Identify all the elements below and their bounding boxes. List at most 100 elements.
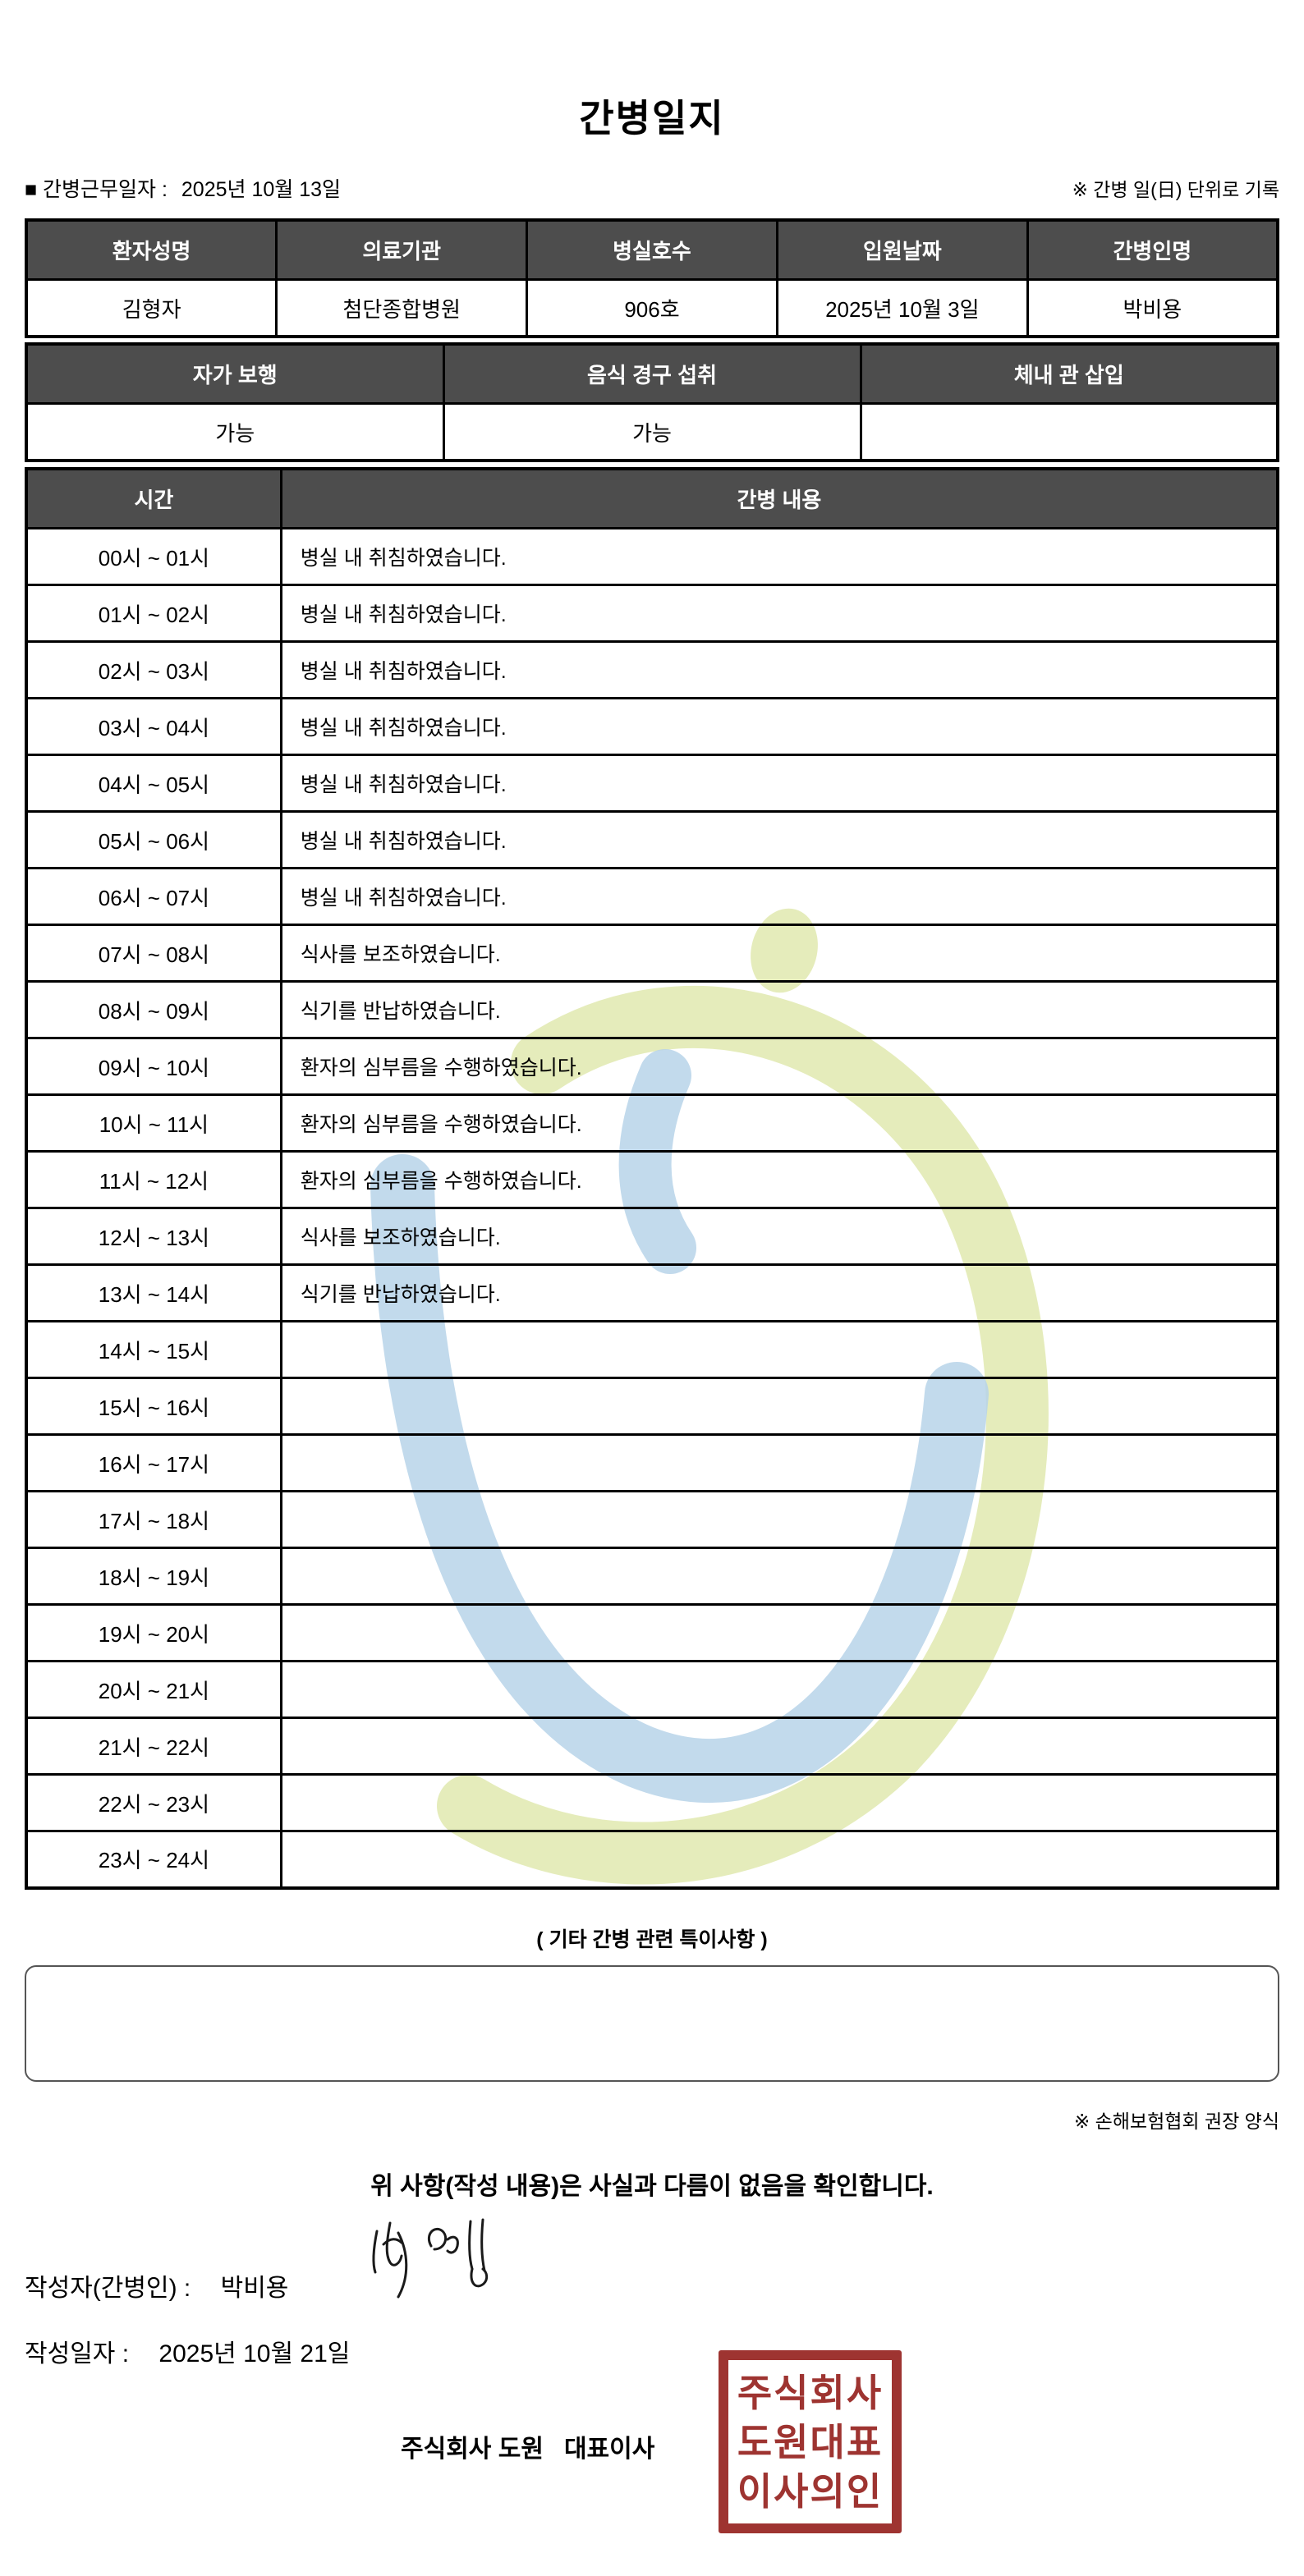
care-log-row: 11시 ~ 12시 환자의 심부름을 수행하였습니다. bbox=[25, 1150, 1279, 1209]
care-log-header-row: 시간 간병 내용 bbox=[25, 467, 1279, 529]
info-value-row: 김형자 첨단종합병원 906호 2025년 10월 3일 박비용 bbox=[25, 278, 1279, 338]
care-content-cell: 병실 내 취침하였습니다. bbox=[279, 640, 1279, 699]
care-log-row: 13시 ~ 14시 식기를 반납하였습니다. bbox=[25, 1263, 1279, 1322]
care-content-cell bbox=[279, 1377, 1279, 1436]
care-content-cell: 식기를 반납하였습니다. bbox=[279, 1263, 1279, 1322]
care-content-cell bbox=[279, 1433, 1279, 1492]
info-header-cell: 의료기관 bbox=[275, 218, 529, 281]
care-log-row: 20시 ~ 21시 bbox=[25, 1660, 1279, 1719]
status-header-row: 자가 보행 음식 경구 섭취 체내 관 삽입 bbox=[25, 342, 1279, 405]
info-header-cell: 환자성명 bbox=[25, 218, 278, 281]
care-content-cell: 환자의 심부름을 수행하였습니다. bbox=[279, 1150, 1279, 1209]
care-time-cell: 03시 ~ 04시 bbox=[25, 697, 282, 756]
care-log-row: 12시 ~ 13시 식사를 보조하였습니다. bbox=[25, 1207, 1279, 1266]
care-log-row: 07시 ~ 08시 식사를 보조하였습니다. bbox=[25, 924, 1279, 983]
care-time-cell: 18시 ~ 19시 bbox=[25, 1547, 282, 1606]
care-log-row: 05시 ~ 06시 병실 내 취침하였습니다. bbox=[25, 810, 1279, 869]
care-log-row: 02시 ~ 03시 병실 내 취침하였습니다. bbox=[25, 640, 1279, 699]
care-log-row: 21시 ~ 22시 bbox=[25, 1717, 1279, 1776]
writer-line: 작성자(간병인) : 박비용 bbox=[25, 2272, 1279, 2305]
care-time-cell: 01시 ~ 02시 bbox=[25, 584, 282, 643]
care-log-row: 22시 ~ 23시 bbox=[25, 1773, 1279, 1832]
care-log-row: 01시 ~ 02시 병실 내 취침하였습니다. bbox=[25, 584, 1279, 643]
patient-info-table: 환자성명 의료기관 병실호수 입원날짜 간병인명 김형자 첨단종합병원 906호… bbox=[25, 218, 1279, 338]
care-time-cell: 21시 ~ 22시 bbox=[25, 1717, 282, 1776]
care-log-table: 시간 간병 내용 00시 ~ 01시 병실 내 취침하였습니다. 01시 ~ 0… bbox=[25, 467, 1279, 1890]
care-log-row: 15시 ~ 16시 bbox=[25, 1377, 1279, 1436]
status-header-cell: 자가 보행 bbox=[25, 342, 445, 405]
care-log-row: 17시 ~ 18시 bbox=[25, 1490, 1279, 1549]
info-header-row: 환자성명 의료기관 병실호수 입원날짜 간병인명 bbox=[25, 218, 1279, 281]
care-time-cell: 20시 ~ 21시 bbox=[25, 1660, 282, 1719]
care-content-cell bbox=[279, 1773, 1279, 1832]
care-content-cell: 병실 내 취침하였습니다. bbox=[279, 754, 1279, 813]
care-time-cell: 12시 ~ 13시 bbox=[25, 1207, 282, 1266]
care-content-cell bbox=[279, 1660, 1279, 1719]
care-time-cell: 02시 ~ 03시 bbox=[25, 640, 282, 699]
care-time-cell: 19시 ~ 20시 bbox=[25, 1603, 282, 1662]
care-time-cell: 06시 ~ 07시 bbox=[25, 867, 282, 926]
care-time-cell: 22시 ~ 23시 bbox=[25, 1773, 282, 1832]
care-time-cell: 17시 ~ 18시 bbox=[25, 1490, 282, 1549]
form-note: ※ 손해보험협회 권장 양식 bbox=[1073, 2110, 1279, 2132]
stamp-line: 이사의인 bbox=[737, 2469, 884, 2513]
care-time-cell: 11시 ~ 12시 bbox=[25, 1150, 282, 1209]
care-content-cell: 식기를 반납하였습니다. bbox=[279, 980, 1279, 1039]
writer-signature bbox=[372, 2218, 489, 2299]
hospital-cell: 첨단종합병원 bbox=[275, 278, 529, 338]
care-log-row: 16시 ~ 17시 bbox=[25, 1433, 1279, 1492]
write-date-label: 작성일자 : bbox=[25, 2340, 130, 2367]
care-content-cell: 병실 내 취침하였습니다. bbox=[279, 584, 1279, 643]
care-content-cell bbox=[279, 1717, 1279, 1776]
patient-name-cell: 김형자 bbox=[25, 278, 278, 338]
care-content-cell: 환자의 심부름을 수행하였습니다. bbox=[279, 1093, 1279, 1153]
notes-box bbox=[25, 1964, 1279, 2082]
work-date-line: ■ 간병근무일자 : 2025년 10월 13일 bbox=[25, 177, 349, 202]
corporate-seal-stamp: 주식회사 도원대표 이사의인 bbox=[719, 2350, 902, 2533]
work-date-value: 2025년 10월 13일 bbox=[181, 178, 342, 201]
work-date-label: ■ 간병근무일자 : bbox=[25, 178, 168, 201]
care-time-cell: 05시 ~ 06시 bbox=[25, 810, 282, 869]
caregiver-name-cell: 박비용 bbox=[1026, 278, 1279, 338]
patient-status-table: 자가 보행 음식 경구 섭취 체내 관 삽입 가능 가능 bbox=[25, 342, 1279, 462]
care-time-cell: 04시 ~ 05시 bbox=[25, 754, 282, 813]
care-time-cell: 09시 ~ 10시 bbox=[25, 1037, 282, 1096]
info-header-cell: 입원날짜 bbox=[775, 218, 1029, 281]
writer-label: 작성자(간병인) : bbox=[25, 2274, 191, 2302]
tube-status-cell bbox=[859, 402, 1279, 462]
write-date-line: 작성일자 : 2025년 10월 21일 bbox=[25, 2338, 1279, 2371]
care-log-row: 10시 ~ 11시 환자의 심부름을 수행하였습니다. bbox=[25, 1093, 1279, 1153]
care-log-row: 09시 ~ 10시 환자의 심부름을 수행하였습니다. bbox=[25, 1037, 1279, 1096]
stamp-line: 주식회사 bbox=[737, 2371, 884, 2414]
care-log-row: 23시 ~ 24시 bbox=[25, 1830, 1279, 1889]
writer-name: 박비용 bbox=[220, 2274, 289, 2302]
walking-status-cell: 가능 bbox=[25, 402, 445, 462]
time-header-cell: 시간 bbox=[25, 467, 282, 529]
care-content-cell bbox=[279, 1830, 1279, 1889]
care-log-row: 00시 ~ 01시 병실 내 취침하였습니다. bbox=[25, 527, 1279, 586]
care-content-cell bbox=[279, 1490, 1279, 1549]
content-header-cell: 간병 내용 bbox=[279, 467, 1279, 529]
care-content-cell: 식사를 보조하였습니다. bbox=[279, 1207, 1279, 1266]
care-time-cell: 15시 ~ 16시 bbox=[25, 1377, 282, 1436]
write-date-value: 2025년 10월 21일 bbox=[158, 2340, 351, 2367]
status-value-row: 가능 가능 bbox=[25, 402, 1279, 462]
room-cell: 906호 bbox=[526, 278, 778, 338]
stamp-line: 도원대표 bbox=[737, 2420, 884, 2464]
care-time-cell: 10시 ~ 11시 bbox=[25, 1093, 282, 1153]
care-log-row: 18시 ~ 19시 bbox=[25, 1547, 1279, 1606]
care-content-cell bbox=[279, 1603, 1279, 1662]
notes-title: ( 기타 간병 관련 특이사항 ) bbox=[536, 1927, 768, 1951]
admission-date-cell: 2025년 10월 3일 bbox=[775, 278, 1029, 338]
care-content-cell: 식사를 보조하였습니다. bbox=[279, 924, 1279, 983]
care-time-cell: 16시 ~ 17시 bbox=[25, 1433, 282, 1492]
care-content-cell bbox=[279, 1320, 1279, 1379]
confirmation-statement: 위 사항(작성 내용)은 사실과 다름이 없음을 확인합니다. bbox=[370, 2172, 934, 2200]
care-content-cell: 병실 내 취침하였습니다. bbox=[279, 810, 1279, 869]
care-log-row: 03시 ~ 04시 병실 내 취침하였습니다. bbox=[25, 697, 1279, 756]
care-content-cell: 병실 내 취침하였습니다. bbox=[279, 527, 1279, 586]
care-time-cell: 14시 ~ 15시 bbox=[25, 1320, 282, 1379]
care-time-cell: 00시 ~ 01시 bbox=[25, 527, 282, 586]
company-title: 주식회사 도원 대표이사 bbox=[401, 2436, 655, 2463]
